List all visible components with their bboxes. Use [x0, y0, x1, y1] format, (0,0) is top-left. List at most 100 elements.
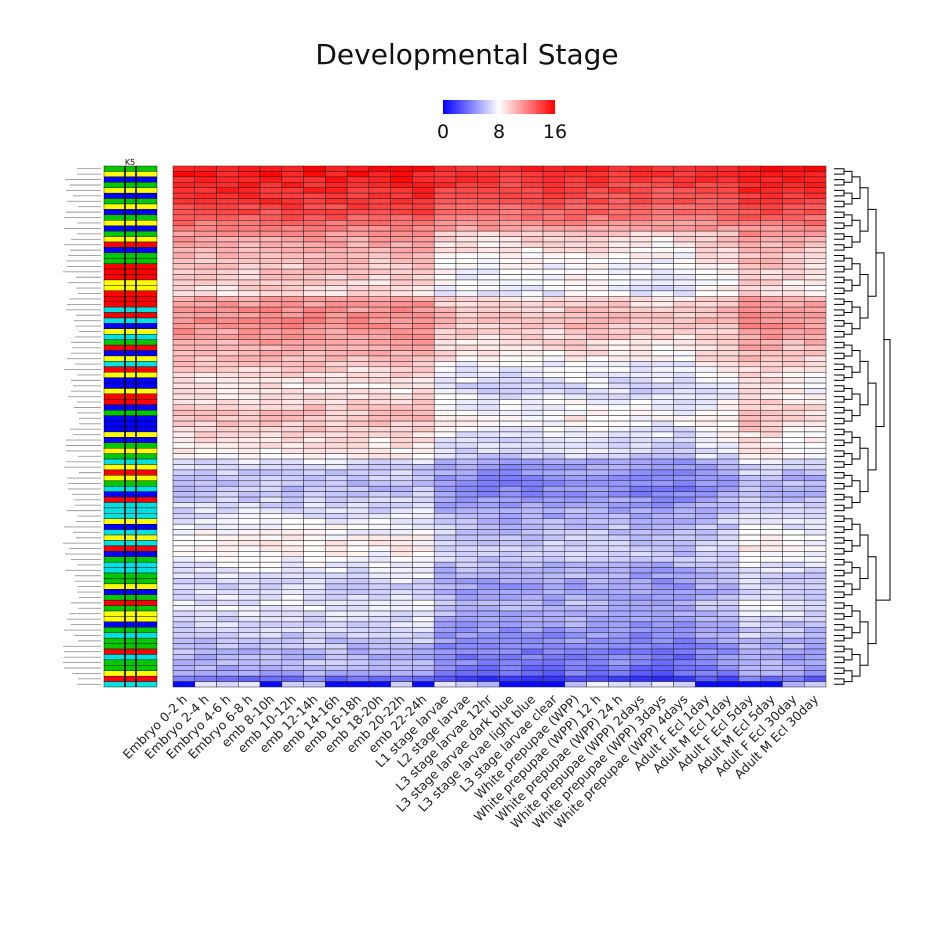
heatmap-cell	[259, 551, 283, 558]
heatmap-cell	[608, 377, 631, 384]
heatmap-cell	[194, 464, 217, 471]
heatmap-cell	[803, 350, 827, 357]
heatmap-cell	[303, 344, 326, 351]
heatmap-cell	[499, 241, 522, 248]
heatmap-cell	[651, 393, 674, 400]
heatmap-cell	[390, 333, 413, 340]
heatmap-cell	[368, 209, 391, 216]
heatmap-cell	[738, 333, 761, 340]
heatmap-cell	[695, 268, 718, 275]
heatmap-cell	[281, 328, 304, 335]
heatmap-cell	[325, 578, 348, 585]
heatmap-cell	[259, 583, 283, 590]
heatmap-cell	[194, 458, 217, 465]
heatmap-cell	[238, 333, 261, 340]
heatmap-cell	[477, 551, 500, 558]
heatmap-cell	[259, 437, 283, 444]
heatmap-cell	[716, 366, 740, 373]
heatmap-cell	[194, 605, 217, 612]
heatmap-cell	[238, 171, 261, 178]
heatmap-cell	[455, 648, 478, 655]
heatmap-cell	[433, 290, 457, 297]
heatmap-cell	[216, 268, 239, 275]
heatmap-cell	[325, 171, 348, 178]
heatmap-cell	[695, 431, 718, 438]
heatmap-cell	[259, 561, 283, 568]
heatmap-cell	[521, 285, 544, 292]
heatmap-cell	[760, 648, 783, 655]
heatmap-cell	[629, 220, 653, 226]
heatmap-cell	[629, 236, 653, 243]
heatmap-cell	[433, 551, 457, 558]
heatmap-cell	[673, 453, 696, 460]
heatmap-cell	[542, 599, 566, 606]
heatmap-cell	[238, 523, 261, 530]
heatmap-cell	[368, 279, 391, 286]
heatmap-cell	[586, 361, 609, 368]
heatmap-cell	[629, 404, 653, 411]
heatmap-cell	[782, 198, 805, 205]
heatmap-cell	[651, 296, 674, 302]
heatmap-cell	[259, 176, 283, 183]
heatmap-cell	[738, 285, 761, 292]
heatmap-cell	[716, 339, 740, 346]
heatmap-cell	[695, 361, 718, 368]
heatmap-cell	[564, 176, 587, 183]
heatmap-cell	[477, 285, 500, 292]
heatmap-cell	[412, 675, 435, 682]
heatmap-cell	[455, 491, 478, 498]
heatmap-cell	[695, 513, 718, 520]
colorbar-tick-min: 0	[437, 121, 449, 143]
heatmap-cell	[651, 589, 674, 595]
heatmap-cell	[695, 339, 718, 346]
heatmap-cell	[238, 192, 261, 199]
heatmap-cell	[194, 589, 217, 595]
heatmap-cell	[629, 377, 653, 384]
heatmap-cell	[651, 464, 674, 471]
heatmap-cell	[325, 366, 348, 373]
heatmap-cell	[542, 621, 566, 628]
heatmap-cell	[325, 464, 348, 471]
heatmap-cell	[477, 366, 500, 373]
heatmap-cell	[695, 290, 718, 297]
heatmap-cell	[281, 317, 304, 324]
heatmap-cell	[303, 572, 326, 579]
cluster-bar-cell	[103, 198, 158, 205]
heatmap-cell	[172, 301, 196, 308]
heatmap-cell	[760, 616, 783, 623]
dendrogram-branch	[844, 388, 853, 400]
heatmap-cell	[281, 453, 304, 460]
heatmap-cell	[303, 247, 326, 254]
heatmap-cell	[760, 230, 783, 237]
heatmap-cell	[259, 458, 283, 465]
heatmap-cell	[782, 485, 805, 492]
heatmap-cell	[782, 409, 805, 416]
heatmap-cell	[390, 545, 413, 552]
heatmap-cell	[346, 388, 370, 395]
heatmap-cell	[194, 556, 217, 563]
heatmap-cell	[499, 464, 522, 471]
heatmap-cell	[412, 290, 435, 297]
heatmap-cell	[586, 583, 609, 590]
heatmap-cell	[194, 214, 217, 221]
heatmap-cell	[499, 247, 522, 254]
heatmap-cell	[564, 171, 587, 178]
heatmap-cell	[760, 518, 783, 525]
heatmap-cell	[390, 263, 413, 270]
heatmap-cell	[695, 225, 718, 232]
heatmap-cell	[346, 632, 370, 639]
heatmap-cell	[281, 627, 304, 633]
heatmap-cell	[455, 263, 478, 270]
heatmap-cell	[259, 225, 283, 232]
heatmap-cell	[172, 420, 196, 427]
heatmap-cell	[216, 605, 239, 612]
heatmap-cell	[259, 659, 283, 666]
heatmap-cell	[346, 203, 370, 210]
heatmap-cell	[695, 230, 718, 237]
heatmap-cell	[803, 279, 827, 286]
heatmap-cell	[238, 637, 261, 644]
heatmap-cell	[782, 599, 805, 606]
heatmap-cell	[608, 453, 631, 460]
heatmap-cell	[433, 540, 457, 547]
heatmap-cell	[695, 409, 718, 416]
